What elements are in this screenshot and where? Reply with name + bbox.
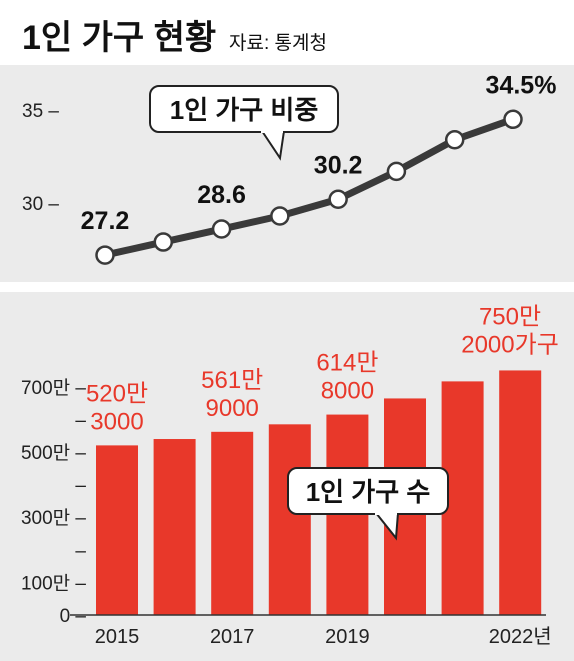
line-y-tick-label: 30 – xyxy=(22,194,59,215)
share-value-label: 30.2 xyxy=(314,151,363,179)
share-point xyxy=(386,161,407,182)
household-value-label: 9000 xyxy=(206,395,259,422)
bar-y-tick-label: 500만 – xyxy=(21,442,86,464)
callout-box xyxy=(149,85,339,133)
household-bar xyxy=(153,439,196,615)
share-point xyxy=(503,109,523,130)
share-line xyxy=(101,115,517,259)
bar-y-tick-label: 100만 – xyxy=(21,572,86,594)
chart-source: 자료: 통계청 xyxy=(229,32,327,54)
bar-x-tick-label: 2015 xyxy=(95,626,140,648)
callout-joint xyxy=(261,128,283,133)
household-bar xyxy=(499,370,542,615)
household-value-label: 750만 xyxy=(479,303,541,330)
household-value-label: 2000가구 xyxy=(461,331,559,358)
share-point xyxy=(95,245,115,265)
share-point xyxy=(153,232,174,252)
bar-y-tick-label: 300만 – xyxy=(21,507,86,529)
share-value-label: 27.2 xyxy=(81,207,130,235)
bar-series-callout: 1인 가구 수 xyxy=(306,477,431,507)
line-chart: 30 – 35 – 27.2 28.6 30.2 34.5% 1인 가구 비중 xyxy=(22,71,557,265)
line-series-callout: 1인 가구 비중 xyxy=(170,95,319,125)
share-point xyxy=(328,189,348,210)
line-y-tick-label: 35 – xyxy=(22,101,59,122)
chart-title: 1인 가구 현황 xyxy=(22,19,216,57)
household-value-label: 614만 xyxy=(316,350,378,377)
bar-y-tick-label: – xyxy=(75,410,86,431)
household-value-label: 8000 xyxy=(321,378,374,405)
bar-y-tick-label: – xyxy=(75,476,86,497)
household-value-label: 561만 xyxy=(201,367,263,394)
share-value-label: 28.6 xyxy=(197,181,246,209)
bar-chart: 0 – 100만 – – 300만 – – 500만 – – 700만 – 2015 2017 20… xyxy=(21,303,559,648)
bar-x-tick-label: 2022년 xyxy=(489,625,552,648)
bar-y-tick-label: 700만 – xyxy=(21,377,86,399)
share-point xyxy=(444,130,465,150)
bar-y-tick-label: 0 – xyxy=(60,606,87,627)
household-value-label: 520만 xyxy=(86,380,148,407)
share-value-label: 34.5% xyxy=(486,71,557,99)
bar-x-tick-label: 2017 xyxy=(210,626,255,648)
callout-box xyxy=(287,467,449,515)
callout-joint xyxy=(375,510,397,515)
household-bar xyxy=(268,424,311,615)
household-bar xyxy=(211,431,254,615)
household-bar xyxy=(96,445,138,615)
bar-y-tick-label: – xyxy=(75,541,86,562)
bar-x-tick-label: 2019 xyxy=(325,626,370,648)
share-point xyxy=(211,219,232,239)
household-value-label: 3000 xyxy=(90,408,143,435)
share-point xyxy=(270,206,290,226)
